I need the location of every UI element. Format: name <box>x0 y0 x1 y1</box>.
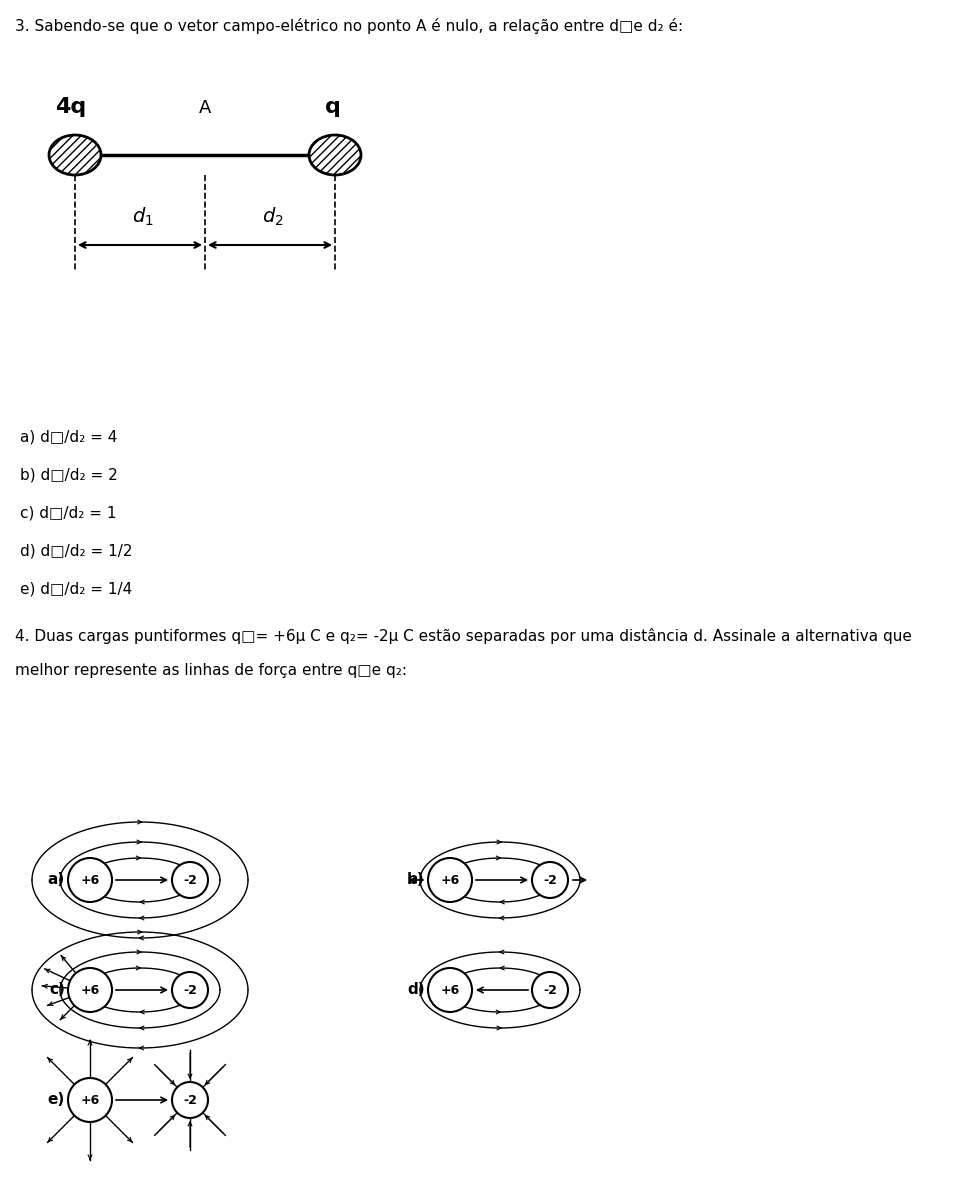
Circle shape <box>172 862 208 899</box>
Text: A: A <box>199 99 211 118</box>
Text: -2: -2 <box>183 1093 197 1106</box>
Text: c) d□/d₂ = 1: c) d□/d₂ = 1 <box>20 506 116 521</box>
Text: -2: -2 <box>183 984 197 997</box>
Text: b): b) <box>407 872 425 888</box>
Text: c): c) <box>49 983 65 997</box>
Circle shape <box>172 1083 208 1118</box>
Text: +6: +6 <box>81 1093 100 1106</box>
Circle shape <box>532 862 568 899</box>
Circle shape <box>428 969 472 1013</box>
Ellipse shape <box>49 135 101 174</box>
Text: b) d□/d₂ = 2: b) d□/d₂ = 2 <box>20 468 118 483</box>
Ellipse shape <box>309 135 361 174</box>
Text: melhor represente as linhas de força entre q□e q₂:: melhor represente as linhas de força ent… <box>15 664 407 678</box>
Text: +6: +6 <box>441 874 460 887</box>
Text: +6: +6 <box>81 984 100 997</box>
Text: a) d□/d₂ = 4: a) d□/d₂ = 4 <box>20 430 117 445</box>
Text: 4. Duas cargas puntiformes q□= +6μ C e q₂= -2μ C estão separadas por uma distânc: 4. Duas cargas puntiformes q□= +6μ C e q… <box>15 628 912 645</box>
Circle shape <box>68 858 112 902</box>
Text: $d_1$: $d_1$ <box>132 207 154 228</box>
Circle shape <box>68 1078 112 1122</box>
Text: -2: -2 <box>543 984 557 997</box>
Circle shape <box>428 858 472 902</box>
Circle shape <box>172 972 208 1008</box>
Text: $d_2$: $d_2$ <box>262 207 283 228</box>
Circle shape <box>532 972 568 1008</box>
Text: e): e) <box>48 1092 65 1107</box>
Text: e) d□/d₂ = 1/4: e) d□/d₂ = 1/4 <box>20 582 132 597</box>
Text: q: q <box>325 97 341 118</box>
Text: +6: +6 <box>441 984 460 997</box>
Text: d) d□/d₂ = 1/2: d) d□/d₂ = 1/2 <box>20 544 132 559</box>
Text: +6: +6 <box>81 874 100 887</box>
Text: -2: -2 <box>183 874 197 887</box>
Circle shape <box>68 969 112 1013</box>
Text: 3. Sabendo-se que o vetor campo-elétrico no ponto A é nulo, a relação entre d□e : 3. Sabendo-se que o vetor campo-elétrico… <box>15 18 684 34</box>
Text: 4q: 4q <box>55 97 86 118</box>
Text: a): a) <box>48 872 65 888</box>
Text: d): d) <box>407 983 425 997</box>
Text: -2: -2 <box>543 874 557 887</box>
